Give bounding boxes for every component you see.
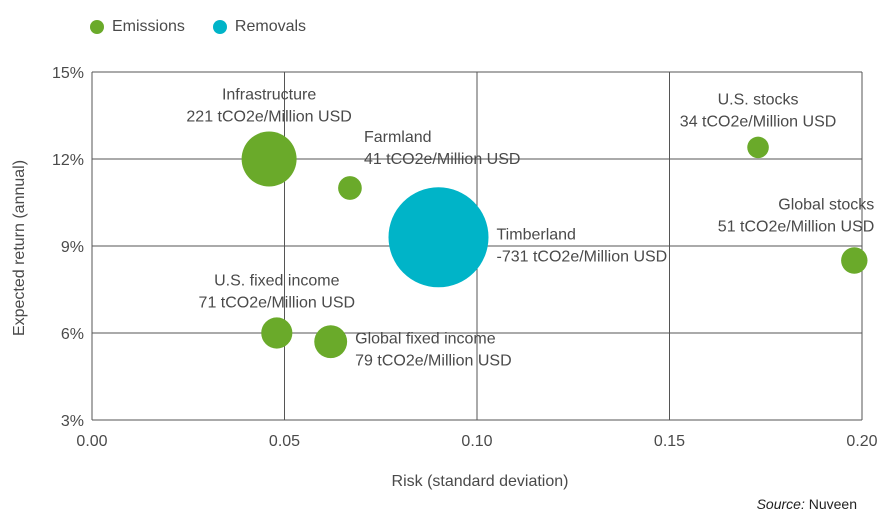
- bubble-global-fixed-income: [314, 325, 348, 359]
- x-tick-label: 0.00: [76, 433, 107, 450]
- label-value-infrastructure: 221 tCO2e/Million USD: [186, 109, 351, 126]
- source-note: Source: Nuveen: [757, 496, 857, 512]
- bubble-timberland: [388, 187, 489, 288]
- bubble-global-stocks: [841, 247, 868, 274]
- y-tick-label: 6%: [61, 326, 84, 343]
- y-tick-label: 3%: [61, 413, 84, 430]
- y-tick-label: 15%: [52, 65, 84, 82]
- legend-swatch: [90, 20, 104, 34]
- legend-label: Removals: [234, 18, 307, 35]
- bubble-u-s-stocks: [747, 136, 769, 159]
- x-tick-label: 0.15: [654, 433, 685, 450]
- bubble-u-s-fixed-income: [261, 317, 293, 349]
- label-name-global-stocks: Global stocks: [778, 196, 874, 213]
- bubble-farmland: [338, 176, 362, 200]
- source-value: Nuveen: [808, 496, 857, 512]
- label-name-u-s-stocks: U.S. stocks: [718, 92, 799, 109]
- data-points: [241, 131, 868, 359]
- label-name-infrastructure: Infrastructure: [222, 87, 316, 104]
- label-value-global-fixed-income: 79 tCO2e/Million USD: [355, 353, 512, 370]
- label-name-global-fixed-income: Global fixed income: [355, 331, 496, 348]
- label-name-farmland: Farmland: [364, 129, 432, 146]
- label-value-timberland: -731 tCO2e/Million USD: [497, 248, 668, 265]
- grid-lines: [91, 71, 863, 421]
- source-label: Source:: [756, 496, 805, 512]
- x-tick-label: 0.10: [461, 433, 492, 450]
- bubble-infrastructure: [241, 131, 297, 187]
- x-axis-label: Risk (standard deviation): [392, 473, 569, 490]
- legend-label: Emissions: [112, 18, 185, 35]
- label-value-global-stocks: 51 tCO2e/Million USD: [718, 218, 875, 235]
- legend-item-emissions: Emissions: [90, 18, 185, 36]
- data-labels: Infrastructure 221 tCO2e/Million USD Farml…: [186, 87, 874, 370]
- label-name-u-s-fixed-income: U.S. fixed income: [214, 272, 339, 289]
- legend-swatch: [212, 20, 227, 34]
- y-tick-label: 9%: [61, 239, 84, 256]
- y-tick-label: 12%: [52, 152, 84, 169]
- y-axis-label: Expected return (annual): [11, 160, 28, 336]
- x-tick-label: 0.05: [269, 433, 300, 450]
- label-value-u-s-fixed-income: 71 tCO2e/Million USD: [199, 294, 356, 311]
- label-value-u-s-stocks: 34 tCO2e/Million USD: [680, 114, 837, 131]
- legend: Emissions Removals: [90, 18, 306, 36]
- legend-item-removals: Removals: [212, 18, 307, 36]
- label-value-farmland: 41 tCO2e/Million USD: [364, 151, 521, 168]
- axes: 0.00 0.05 0.10 0.15 0.20 3% 6% 9% 12% 15%: [52, 65, 878, 450]
- x-tick-label: 0.20: [846, 433, 877, 450]
- label-name-timberland: Timberland: [497, 226, 576, 243]
